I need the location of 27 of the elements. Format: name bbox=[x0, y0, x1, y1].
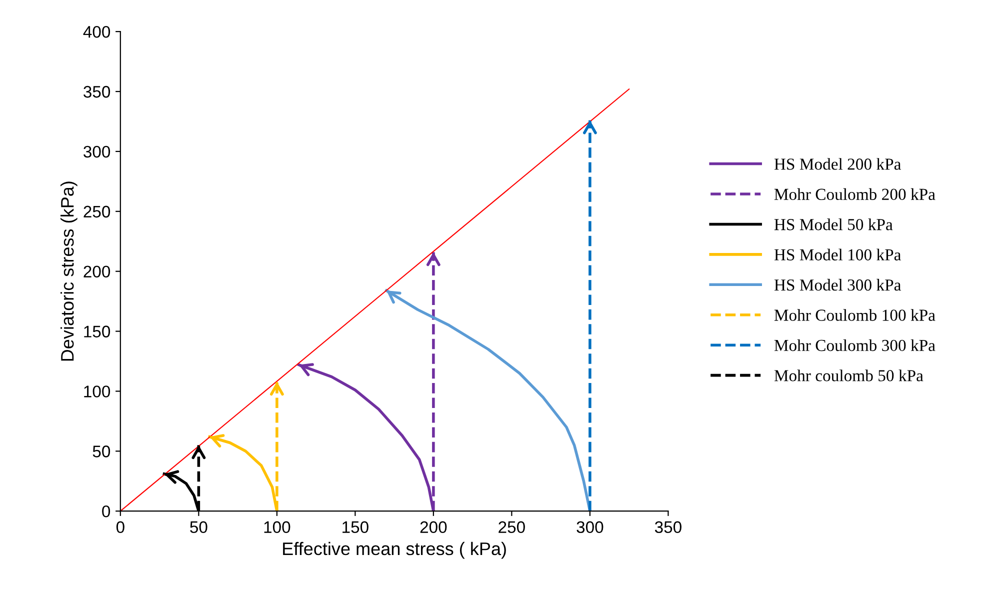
x-tick-label: 100 bbox=[264, 521, 290, 534]
legend-label: HS Model 100 kPa bbox=[774, 248, 902, 260]
x-tick-label: 350 bbox=[654, 521, 682, 534]
y-axis-title: Deviatoric stress (kPa) bbox=[60, 182, 78, 361]
x-tick-label: 300 bbox=[576, 521, 604, 534]
y-tick-label: 100 bbox=[84, 386, 110, 398]
legend-label: HS Model 50 kPa bbox=[774, 218, 893, 230]
legend-label: HS Model 300 kPa bbox=[774, 278, 902, 291]
legend-label: Mohr Coulomb 300 kPa bbox=[774, 339, 936, 352]
y-tick-label: 150 bbox=[84, 326, 110, 338]
y-tick-label: 300 bbox=[84, 146, 110, 158]
y-tick-label: 400 bbox=[83, 26, 110, 38]
x-tick-label: 250 bbox=[498, 521, 525, 534]
y-tick-label: 0 bbox=[102, 505, 110, 518]
legend-label: Mohr Coulomb 200 kPa bbox=[774, 188, 936, 200]
x-tick-label: 0 bbox=[116, 521, 124, 534]
x-tick-label: 50 bbox=[190, 521, 208, 534]
x-tick-label: 200 bbox=[420, 521, 447, 534]
x-tick-label: 150 bbox=[342, 521, 368, 534]
y-tick-label: 50 bbox=[92, 446, 110, 458]
legend-label: HS Model 200 kPa bbox=[774, 158, 902, 170]
legend-label: Mohr coulomb 50 kPa bbox=[774, 370, 924, 382]
y-tick-label: 200 bbox=[84, 266, 110, 278]
y-tick-label: 250 bbox=[84, 206, 110, 218]
legend-label: Mohr Coulomb 100 kPa bbox=[774, 309, 936, 321]
y-tick-label: 350 bbox=[84, 86, 110, 98]
x-axis-title: Effective mean stress ( kPa) bbox=[283, 542, 506, 559]
